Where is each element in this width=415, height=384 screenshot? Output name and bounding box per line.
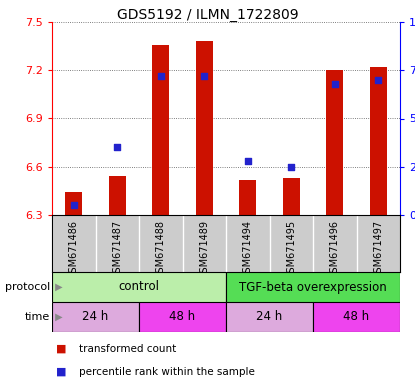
Text: 24 h: 24 h [256, 311, 283, 323]
Text: GSM671487: GSM671487 [112, 220, 122, 279]
Text: time: time [25, 312, 50, 322]
Text: 48 h: 48 h [344, 311, 370, 323]
Text: ■: ■ [56, 344, 67, 354]
Text: GSM671486: GSM671486 [69, 220, 79, 278]
Text: protocol: protocol [5, 282, 50, 292]
Bar [65, 192, 83, 215]
Text: GSM671497: GSM671497 [373, 220, 383, 279]
Bar [52, 272, 226, 302]
Point [114, 144, 121, 151]
Bar [139, 302, 226, 332]
Bar [369, 67, 387, 215]
Text: GSM671495: GSM671495 [286, 220, 296, 279]
Text: ■: ■ [56, 367, 67, 377]
Bar [195, 41, 213, 215]
Text: GSM671488: GSM671488 [156, 220, 166, 278]
Text: GSM671494: GSM671494 [243, 220, 253, 278]
Bar [226, 272, 400, 302]
Bar [283, 178, 300, 215]
Point [71, 202, 77, 209]
Point [201, 73, 208, 79]
Text: control: control [119, 280, 159, 293]
Bar [109, 176, 126, 215]
Text: GSM671496: GSM671496 [330, 220, 340, 278]
Bar [226, 302, 313, 332]
Text: TGF-beta overexpression: TGF-beta overexpression [239, 280, 387, 293]
Text: transformed count: transformed count [79, 344, 176, 354]
Bar [152, 45, 169, 215]
Point [244, 158, 251, 164]
Text: ▶: ▶ [52, 312, 63, 322]
Point [375, 77, 381, 83]
Text: GDS5192 / ILMN_1722809: GDS5192 / ILMN_1722809 [117, 8, 298, 22]
Point [332, 81, 338, 87]
Point [157, 73, 164, 79]
Text: GSM671489: GSM671489 [199, 220, 209, 278]
Text: percentile rank within the sample: percentile rank within the sample [79, 367, 255, 377]
Point [288, 164, 295, 170]
Bar [313, 302, 400, 332]
Text: 48 h: 48 h [169, 311, 195, 323]
Text: ▶: ▶ [52, 282, 63, 292]
Bar [326, 70, 344, 215]
Bar [239, 180, 256, 215]
Text: 24 h: 24 h [82, 311, 109, 323]
Bar [52, 302, 139, 332]
